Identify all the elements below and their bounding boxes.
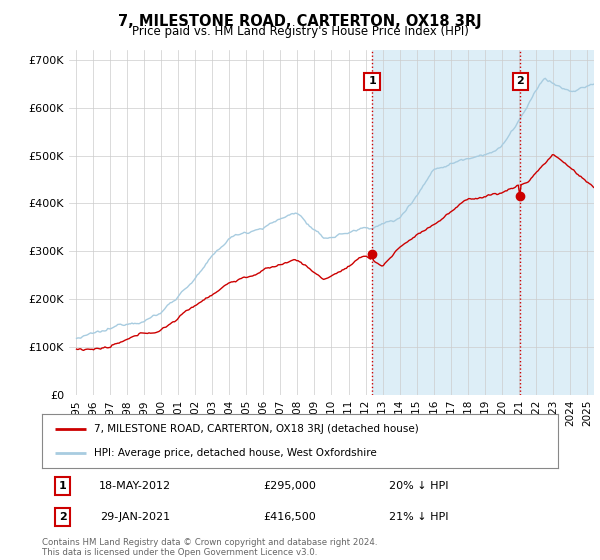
Text: 2: 2: [517, 76, 524, 86]
Text: 1: 1: [368, 76, 376, 86]
Text: £295,000: £295,000: [263, 482, 316, 491]
Text: 21% ↓ HPI: 21% ↓ HPI: [389, 512, 448, 522]
Text: 7, MILESTONE ROAD, CARTERTON, OX18 3RJ: 7, MILESTONE ROAD, CARTERTON, OX18 3RJ: [118, 14, 482, 29]
Text: Contains HM Land Registry data © Crown copyright and database right 2024.
This d: Contains HM Land Registry data © Crown c…: [42, 538, 377, 557]
Text: 18-MAY-2012: 18-MAY-2012: [99, 482, 171, 491]
Text: Price paid vs. HM Land Registry's House Price Index (HPI): Price paid vs. HM Land Registry's House …: [131, 25, 469, 38]
Text: 1: 1: [59, 482, 67, 491]
Text: 20% ↓ HPI: 20% ↓ HPI: [389, 482, 448, 491]
Text: £416,500: £416,500: [263, 512, 316, 522]
Text: 7, MILESTONE ROAD, CARTERTON, OX18 3RJ (detached house): 7, MILESTONE ROAD, CARTERTON, OX18 3RJ (…: [94, 424, 418, 434]
Text: HPI: Average price, detached house, West Oxfordshire: HPI: Average price, detached house, West…: [94, 448, 376, 458]
Text: 29-JAN-2021: 29-JAN-2021: [100, 512, 170, 522]
Text: 2: 2: [59, 512, 67, 522]
Bar: [372, 50, 594, 395]
